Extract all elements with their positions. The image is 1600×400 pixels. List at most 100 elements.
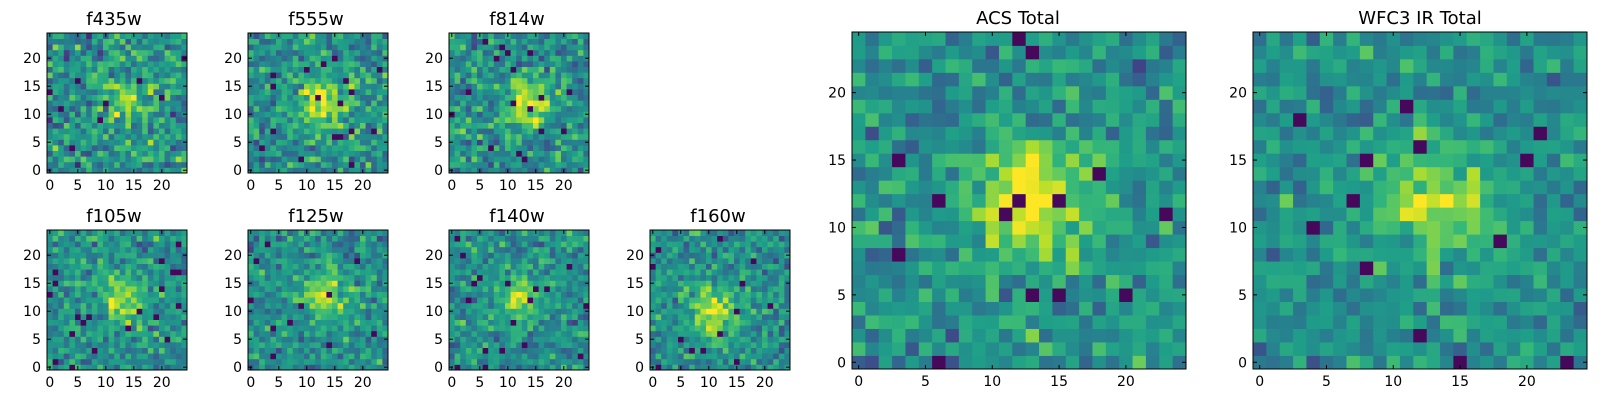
heatmap-cell bbox=[499, 269, 506, 276]
heatmap-cell bbox=[577, 246, 584, 253]
heatmap-cell bbox=[136, 336, 143, 343]
heatmap-cell bbox=[945, 193, 960, 208]
heatmap-cell bbox=[683, 314, 690, 320]
heatmap-cell bbox=[510, 302, 517, 309]
heatmap-cell bbox=[153, 274, 160, 281]
heatmap-cell bbox=[376, 133, 383, 140]
heatmap-cell bbox=[918, 315, 933, 329]
heatmap-cell bbox=[281, 336, 288, 343]
heatmap-cell bbox=[449, 128, 455, 135]
heatmap-cell bbox=[360, 302, 366, 309]
heatmap-cell bbox=[1159, 166, 1174, 181]
heatmap-cell bbox=[538, 145, 545, 151]
heatmap-cell bbox=[577, 105, 584, 112]
heatmap-cell bbox=[343, 358, 350, 365]
heatmap-cell bbox=[270, 342, 277, 348]
heatmap-cell bbox=[153, 66, 160, 73]
heatmap-cell bbox=[63, 241, 70, 248]
heatmap-cell bbox=[91, 77, 98, 84]
heatmap-cell bbox=[164, 274, 171, 281]
heatmap-cell bbox=[745, 286, 752, 292]
heatmap-cell bbox=[566, 302, 573, 309]
heatmap-cell bbox=[666, 353, 673, 360]
heatmap-cell bbox=[577, 122, 584, 129]
heatmap-cell bbox=[332, 49, 338, 56]
heatmap-cell bbox=[86, 122, 93, 129]
heatmap-cell bbox=[756, 302, 763, 309]
heatmap-cell bbox=[1145, 220, 1160, 235]
heatmap-cell bbox=[276, 122, 282, 129]
heatmap-cell bbox=[326, 167, 333, 174]
heatmap-cell bbox=[337, 297, 344, 304]
heatmap-cell bbox=[1012, 166, 1027, 181]
heatmap-cell bbox=[728, 286, 735, 292]
heatmap-cell bbox=[728, 263, 735, 270]
heatmap-cell bbox=[320, 150, 327, 157]
heatmap-cell bbox=[337, 167, 344, 174]
heatmap-cell bbox=[47, 72, 53, 79]
heatmap-cell bbox=[326, 347, 333, 354]
heatmap-cell bbox=[945, 180, 960, 195]
heatmap-cell bbox=[471, 49, 478, 56]
heatmap-cell bbox=[449, 150, 455, 157]
heatmap-cell bbox=[86, 38, 93, 45]
heatmap-cell bbox=[97, 241, 104, 248]
heatmap-cell bbox=[661, 308, 668, 315]
heatmap-cell bbox=[80, 308, 87, 315]
heatmap-cell bbox=[136, 319, 143, 326]
heatmap-cell bbox=[998, 220, 1013, 235]
heatmap-cell bbox=[488, 61, 495, 67]
heatmap-cell bbox=[360, 336, 366, 343]
heatmap-cell bbox=[153, 263, 160, 270]
heatmap-cell bbox=[1159, 180, 1174, 195]
heatmap-cell bbox=[365, 139, 372, 146]
heatmap-cell bbox=[164, 38, 171, 45]
heatmap-cell bbox=[521, 117, 528, 123]
heatmap-cell bbox=[521, 150, 528, 157]
heatmap-cell bbox=[175, 314, 182, 320]
heatmap-cell bbox=[449, 297, 455, 304]
heatmap-cell bbox=[555, 150, 562, 157]
heatmap-cell bbox=[985, 247, 1000, 262]
heatmap-cell bbox=[159, 235, 165, 242]
heatmap-cell bbox=[315, 269, 322, 276]
heatmap-cell bbox=[516, 263, 523, 270]
x-tick-label: 5 bbox=[475, 178, 484, 194]
heatmap-cell bbox=[119, 77, 126, 84]
heatmap-cell bbox=[343, 72, 350, 79]
heatmap-cell bbox=[706, 286, 712, 292]
heatmap-cell bbox=[164, 325, 171, 332]
heatmap-cell bbox=[315, 291, 322, 298]
heatmap-cell bbox=[248, 241, 254, 248]
heatmap-cell bbox=[298, 258, 305, 264]
heatmap-cell bbox=[767, 347, 774, 354]
heatmap-cell bbox=[482, 133, 489, 140]
heatmap-cell bbox=[499, 94, 506, 101]
heatmap-cell bbox=[1012, 207, 1027, 222]
heatmap-cell bbox=[728, 258, 735, 264]
heatmap-cell bbox=[309, 330, 316, 337]
heatmap-cell bbox=[650, 269, 656, 276]
heatmap-cell bbox=[1065, 247, 1080, 262]
heatmap-cell bbox=[672, 274, 679, 281]
heatmap-cell bbox=[281, 269, 288, 276]
heatmap-cell bbox=[292, 100, 299, 107]
heatmap-cell bbox=[555, 280, 562, 287]
heatmap-cell bbox=[972, 288, 986, 302]
heatmap-cell bbox=[136, 89, 143, 95]
heatmap-cell bbox=[136, 325, 143, 332]
heatmap-cell bbox=[365, 100, 372, 107]
heatmap-cell bbox=[365, 44, 372, 51]
heatmap-cell bbox=[142, 38, 149, 45]
heatmap-cell bbox=[683, 230, 690, 236]
heatmap-cell bbox=[516, 83, 523, 90]
heatmap-cell bbox=[287, 139, 294, 146]
heatmap-cell bbox=[460, 319, 467, 326]
heatmap-cell bbox=[717, 246, 724, 253]
heatmap-cell bbox=[170, 280, 177, 287]
heatmap-cell bbox=[264, 235, 271, 242]
heatmap-cell bbox=[538, 72, 545, 79]
heatmap-cell bbox=[52, 336, 59, 343]
